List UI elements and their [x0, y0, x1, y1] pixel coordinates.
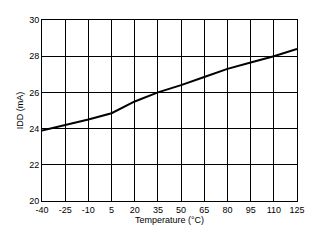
svg-text:110: 110 [267, 205, 281, 215]
svg-text:-40: -40 [35, 205, 48, 215]
svg-text:-10: -10 [82, 205, 95, 215]
svg-text:65: 65 [199, 205, 209, 215]
svg-text:80: 80 [222, 205, 232, 215]
svg-text:50: 50 [176, 205, 186, 215]
svg-text:-25: -25 [59, 205, 72, 215]
svg-text:35: 35 [153, 205, 163, 215]
svg-text:24: 24 [29, 124, 39, 134]
svg-text:IDD (mA): IDD (mA) [15, 92, 25, 130]
svg-text:5: 5 [109, 205, 114, 215]
svg-text:22: 22 [29, 160, 39, 170]
svg-text:26: 26 [29, 88, 39, 98]
svg-text:30: 30 [29, 15, 39, 25]
svg-text:Temperature (°C): Temperature (°C) [135, 215, 204, 225]
svg-text:95: 95 [246, 205, 256, 215]
svg-text:125: 125 [289, 205, 304, 215]
svg-text:20: 20 [130, 205, 140, 215]
svg-text:20: 20 [29, 196, 39, 206]
svg-text:28: 28 [29, 51, 39, 61]
